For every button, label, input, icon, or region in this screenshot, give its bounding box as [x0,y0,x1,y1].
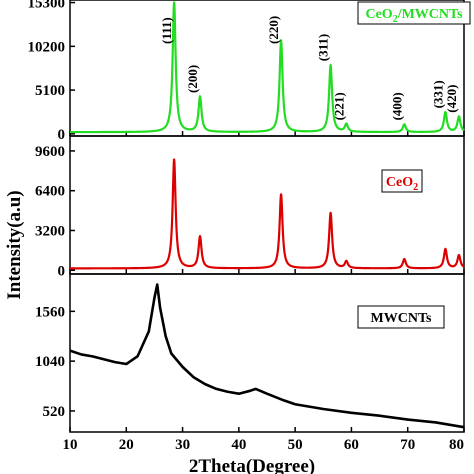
x-tick-label: 60 [344,437,359,453]
y-tick-label: 1040 [35,354,65,370]
series-line [69,283,465,429]
legend-subscript: 2 [393,14,398,25]
x-tick-label: 10 [63,437,78,453]
x-tick-label: 20 [119,437,134,453]
legend-main: CeO [386,175,413,190]
x-tick-label: 70 [400,437,415,453]
series-line [69,158,465,270]
legend-label: CeO2 [386,175,418,193]
peak-label: (111) [159,17,174,44]
series-line [69,1,465,134]
peak-label: (400) [389,92,404,120]
y-tick-label: 3200 [35,223,65,239]
y-tick-label: 6400 [35,184,65,200]
x-tick-label: 30 [175,437,190,453]
legend-box [381,169,423,193]
y-tick-label: 9600 [35,144,65,160]
x-axis-title: 2Theta(Degree) [189,456,315,474]
peak-label: (221) [331,92,346,120]
y-tick-label: 0 [58,263,66,279]
x-tick-label: 80 [449,437,464,453]
y-tick-label: 5100 [35,83,65,99]
legend-main: MWCNTs [371,311,432,326]
legend-box [357,305,445,329]
y-tick-label: 0 [58,127,66,143]
panel-0: 0 5100 10200 15300 (111) (200) (220) (311) (221)… [28,0,471,143]
x-tick-label: 40 [231,437,246,453]
legend-box [357,1,471,25]
panel-2: 520 1040 1560 MWCNTs [35,273,465,433]
y-axis-title: Intensity(a.u) [4,190,25,299]
peak-label: (220) [266,16,281,44]
peak-label: (311) [316,34,331,61]
y-tick-label: 15300 [28,0,66,12]
y-tick-label: 1560 [35,304,65,320]
legend-label: MWCNTs [371,311,432,326]
legend-label: CeO2/MWCNTs [365,7,463,25]
legend-subscript: 2 [413,182,418,193]
panel-1: 0 3200 6400 9600 CeO2 [35,135,465,279]
panel-frame [69,135,465,275]
peak-label: (200) [185,65,200,93]
legend-main: CeO [365,7,392,22]
peak-label: (420) [444,85,459,113]
y-tick-label: 10200 [28,39,66,55]
peak-label: (331) [430,80,445,108]
panel-frame [69,273,465,433]
y-tick-label: 520 [43,404,66,420]
x-tick-label: 50 [288,437,303,453]
legend-rest: /MWCNTs [397,7,463,22]
